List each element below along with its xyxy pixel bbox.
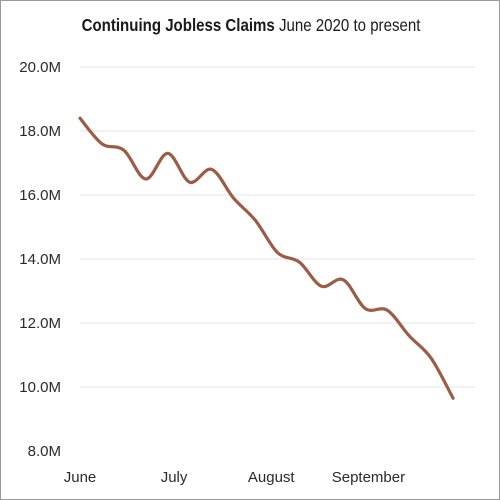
- chart-title: Continuing Jobless Claims June 2020 to p…: [36, 15, 466, 36]
- x-tick-label: September: [332, 469, 405, 486]
- x-tick-label: July: [161, 469, 188, 486]
- series-line: [78, 116, 455, 400]
- x-tick-label: August: [248, 469, 296, 486]
- y-tick-label: 12.0M: [19, 315, 61, 332]
- chart-subtitle: June 2020 to present: [278, 15, 421, 35]
- y-tick-label: 18.0M: [19, 123, 61, 140]
- x-tick-label: June: [64, 469, 97, 486]
- y-tick-label: 14.0M: [19, 251, 61, 268]
- y-tick-label: 10.0M: [19, 379, 61, 396]
- y-tick-label: 16.0M: [19, 187, 61, 204]
- x-axis: June July August September: [64, 469, 405, 486]
- series-layer: [78, 116, 455, 400]
- grid-layer: [80, 66, 475, 388]
- chart-title-main: Continuing Jobless Claims: [81, 15, 275, 35]
- y-tick-label: 8.0M: [28, 443, 61, 460]
- y-axis: 20.0M 18.0M 16.0M 14.0M 12.0M 10.0M 8.0M: [19, 59, 61, 460]
- y-tick-label: 20.0M: [19, 59, 61, 76]
